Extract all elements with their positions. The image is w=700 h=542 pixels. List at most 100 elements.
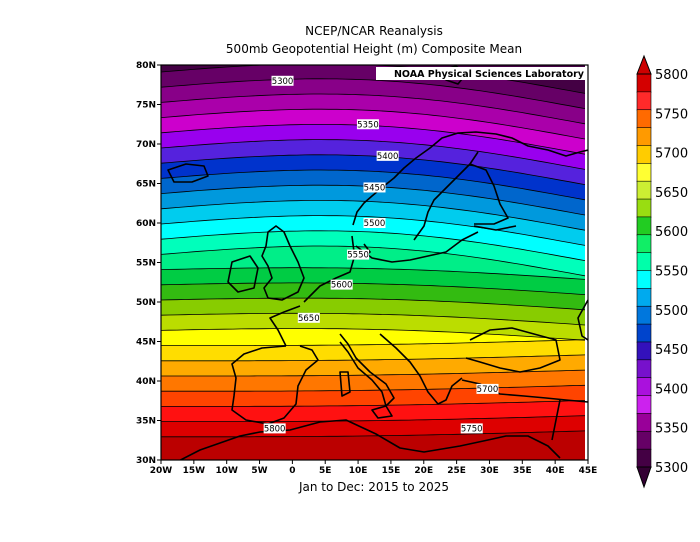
x-tick-label: 45E xyxy=(579,466,598,476)
height-band xyxy=(161,215,585,261)
colorbar-swatch xyxy=(636,252,652,272)
contour-label: 5300 xyxy=(272,77,294,87)
y-tick-label: 45N xyxy=(136,338,156,348)
coast-levant xyxy=(551,399,561,441)
coast-finland xyxy=(469,163,509,225)
contour-line xyxy=(161,230,586,261)
contour-line xyxy=(161,169,586,201)
colorbar-swatch xyxy=(636,216,652,236)
coast-iberia xyxy=(231,345,319,425)
contour-label-bg xyxy=(330,279,353,290)
colorbar-swatch xyxy=(636,305,652,325)
coast-north-africa xyxy=(178,419,561,460)
y-tick-label: 70N xyxy=(136,140,156,150)
contour-line xyxy=(161,65,586,94)
height-band xyxy=(161,339,585,361)
x-tick-label: 5E xyxy=(319,466,331,476)
coast-north-sea xyxy=(303,257,355,303)
colorbar-swatch xyxy=(636,323,652,343)
colorbar: 5800 5750 5700 5650 5600 5550 5500 5450 5400 5350… xyxy=(636,54,688,489)
coast-italy xyxy=(339,333,395,407)
contour-label-bg xyxy=(363,218,386,228)
contour-label-bg xyxy=(363,182,386,193)
contour-label: 5450 xyxy=(364,183,386,193)
coast-great-britain xyxy=(261,225,305,301)
contour-line xyxy=(161,267,586,280)
y-tick-label: 35N xyxy=(136,417,156,427)
subtitle: Jan to Dec: 2015 to 2025 xyxy=(298,480,449,494)
contour-line xyxy=(161,215,586,246)
contour-line xyxy=(161,93,586,125)
contour-label-bg xyxy=(356,119,379,130)
x-tick-label: 40E xyxy=(546,466,565,476)
coast-sardinia xyxy=(339,371,351,397)
colorbar-swatch xyxy=(636,413,652,433)
colorbar-label: 5400 xyxy=(655,382,688,397)
colorbar-swatch xyxy=(636,109,652,129)
coast-scandinavia xyxy=(352,131,588,226)
y-tick-label: 50N xyxy=(136,298,156,308)
contour-label-bg xyxy=(347,249,370,260)
contour-line xyxy=(161,78,586,109)
contour-label: 5800 xyxy=(264,424,286,434)
contour-line xyxy=(161,139,586,170)
colorbar-label: 5350 xyxy=(655,422,688,437)
colorbar-swatch xyxy=(636,341,652,361)
colorbar-label: 5600 xyxy=(655,225,688,240)
coast-iceland xyxy=(167,163,209,183)
x-tick-label: 15W xyxy=(183,466,206,476)
contour-line xyxy=(161,297,586,311)
y-tick-label: 40N xyxy=(136,377,156,387)
contour-line xyxy=(161,312,586,326)
x-tick-label: 15E xyxy=(382,466,401,476)
colorbar-label: 5700 xyxy=(655,147,688,162)
coast-ireland xyxy=(227,255,259,293)
colorbar-label: 5650 xyxy=(655,186,688,201)
coast-sweden-east xyxy=(413,151,479,241)
colorbar-label: 5450 xyxy=(655,343,688,358)
contour-label-bg xyxy=(297,312,320,323)
contour-label: 5700 xyxy=(477,385,499,395)
height-band xyxy=(161,354,585,376)
colorbar-label: 5750 xyxy=(655,107,688,122)
contour-line xyxy=(161,200,586,231)
contour-line xyxy=(161,282,586,295)
contour-label: 5350 xyxy=(357,120,379,130)
map-panel: 5300 5350 5400 5450 5500 5550 5600 5650 5700 5750… xyxy=(136,61,598,476)
height-band xyxy=(161,328,585,346)
colorbar-swatch xyxy=(636,234,652,254)
contour-label-bg xyxy=(460,423,483,434)
x-tick-label: 30E xyxy=(480,466,499,476)
colorbar-swatch xyxy=(636,395,652,415)
colorbar-swatch xyxy=(636,127,652,147)
height-band xyxy=(161,430,585,460)
colorbar-swatch xyxy=(636,270,652,290)
height-band xyxy=(161,124,585,170)
y-tick-label: 30N xyxy=(136,456,156,466)
colorbar-swatch xyxy=(636,448,652,468)
x-tick-label: 10W xyxy=(215,466,238,476)
colorbar-max-arrow xyxy=(636,54,652,75)
coast-black-sea xyxy=(465,327,561,373)
colorbar-label: 5800 xyxy=(655,68,688,83)
colorbar-label: 5550 xyxy=(655,265,688,280)
title-line1: NCEP/NCAR Reanalysis xyxy=(305,24,443,38)
x-tick-label: 35E xyxy=(513,466,532,476)
contour-label: 5400 xyxy=(377,152,399,162)
colorbar-label: 5500 xyxy=(655,304,688,319)
y-tick-label: 80N xyxy=(136,61,156,71)
y-tick-label: 65N xyxy=(136,180,156,190)
y-tick-label: 60N xyxy=(136,219,156,229)
x-tick-label: 0 xyxy=(289,466,295,476)
x-tick-label: 20E xyxy=(414,466,433,476)
coast-france-atlantic xyxy=(269,305,301,347)
x-tick-label: 5W xyxy=(251,466,267,476)
contour-line xyxy=(161,354,586,362)
colorbar-min-arrow xyxy=(636,466,652,489)
coast-baltic-south xyxy=(355,231,479,263)
contour-line xyxy=(161,108,586,140)
colorbar-swatch xyxy=(636,145,652,165)
height-band xyxy=(161,94,585,139)
x-tick-label: 10E xyxy=(349,466,368,476)
colorbar-swatch xyxy=(636,377,652,397)
